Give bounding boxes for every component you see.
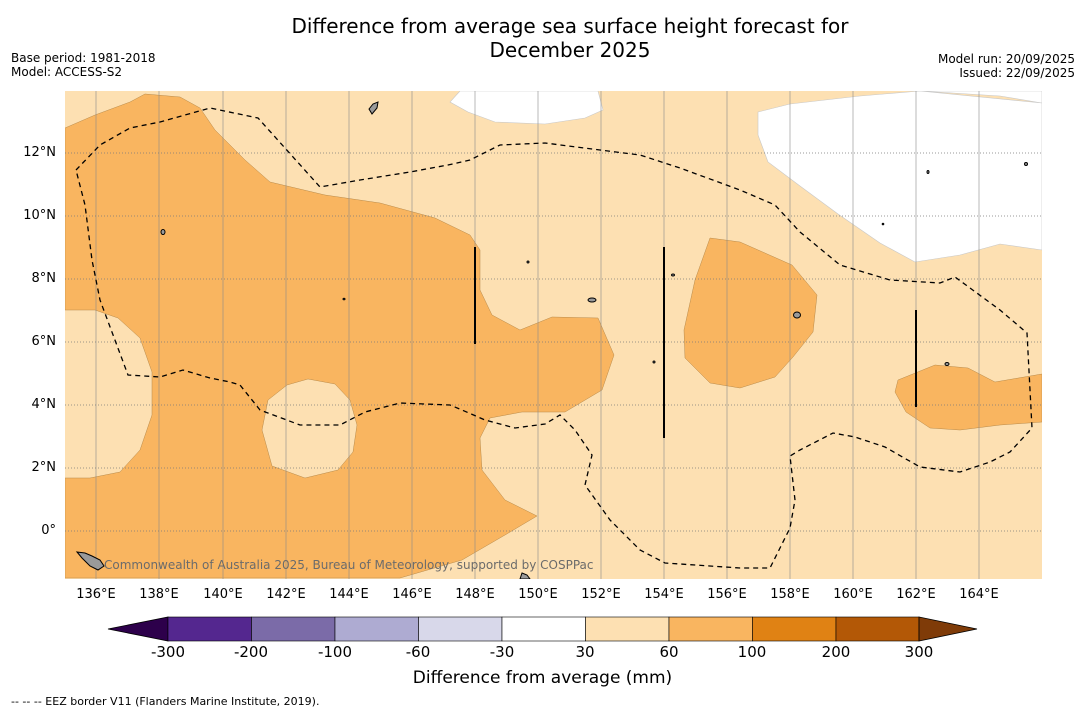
longitude-gridlines [95, 91, 980, 579]
lat-label-4n: 4°N [31, 397, 57, 412]
colorbar-bin-7 [668, 616, 753, 642]
lat-label-10n: 10°N [23, 208, 56, 223]
island-kosrae [944, 362, 950, 366]
island-atoll-7 [881, 222, 885, 226]
colorbar-bin-4 [418, 616, 503, 642]
metadata-right: Model run: 20/09/2025 Issued: 22/09/2025 [938, 52, 1075, 80]
islands [75, 101, 1028, 579]
colorbar-title: Difference from average (mm) [412, 668, 673, 688]
lon-label-136e: 136°E [76, 587, 116, 602]
colorbar-tick-100: 100 [737, 643, 767, 661]
colorbar-tick-minus300: -300 [150, 643, 186, 661]
lon-label-154e: 154°E [644, 587, 684, 602]
colorbar-bin-9 [835, 616, 920, 642]
island-atoll-3 [342, 297, 346, 301]
title-line-2: December 2025 [489, 38, 651, 62]
anomaly-near-average-northeast [757, 91, 1042, 263]
model-run-text: Model run: 20/09/2025 [937, 52, 1075, 66]
map-title: Difference from average sea surface heig… [200, 14, 940, 62]
island-atoll-2 [526, 260, 530, 264]
colorbar-tick-30: 30 [575, 643, 595, 661]
island-atoll-4 [652, 360, 656, 364]
island-atoll-1 [671, 273, 675, 277]
colorbar-bin-2 [251, 616, 336, 642]
lon-label-138e: 138°E [139, 587, 179, 602]
island-atoll-5 [926, 170, 930, 174]
eez-legend-footer: -- -- -- EEZ border V11 (Flanders Marine… [11, 695, 320, 708]
lon-label-140e: 140°E [203, 587, 243, 602]
colorbar-tick-300: 300 [904, 643, 934, 661]
island-atoll-6 [1024, 162, 1028, 166]
credit-text: Commonwealth of Australia 2025, Bureau o… [104, 558, 594, 572]
colorbar-over-arrow [918, 616, 978, 642]
island-new-guinea-north [75, 551, 105, 571]
lon-label-156e: 156°E [707, 587, 747, 602]
colorbar-under-arrow [107, 616, 169, 642]
base-period-text: Base period: 1981-2018 [11, 51, 156, 65]
colorbar-bin-6 [585, 616, 670, 642]
anomaly-30-60-island [261, 378, 358, 479]
lon-label-152e: 152°E [581, 587, 621, 602]
lat-label-2n: 2°N [31, 460, 57, 475]
colorbar-bin-5 [501, 616, 586, 642]
eez-border [75, 107, 1033, 569]
colorbar [107, 616, 978, 642]
anomaly-60-100-east [894, 364, 1042, 431]
island-palau-north [160, 229, 166, 235]
anomaly-60-100-central-east [683, 237, 818, 389]
colorbar-tick-200: 200 [821, 643, 851, 661]
title-line-1: Difference from average sea surface heig… [291, 14, 849, 38]
model-text: Model: ACCESS-S2 [11, 65, 123, 79]
lon-label-150e: 150°E [518, 587, 558, 602]
island-chuuk [587, 297, 597, 303]
anomaly-near-average-north [449, 91, 604, 125]
issued-text: Issued: 22/09/2025 [959, 66, 1075, 80]
lon-label-162e: 162°E [896, 587, 936, 602]
anomaly-60-100-west [65, 93, 615, 579]
lon-label-164e: 164°E [959, 587, 999, 602]
lon-label-160e: 160°E [833, 587, 873, 602]
lat-label-12n: 12°N [23, 145, 56, 160]
map-area [65, 91, 1042, 579]
metadata-left: Base period: 1981-2018 Model: ACCESS-S2 [11, 51, 156, 79]
colorbar-bin-8 [752, 616, 837, 642]
island-pohnpei [793, 311, 801, 319]
island-guam [368, 101, 379, 115]
colorbar-tick-60: 60 [659, 643, 679, 661]
lat-label-8n: 8°N [31, 271, 57, 286]
latitude-gridlines [65, 152, 1042, 532]
colorbar-bin-3 [334, 616, 419, 642]
colorbar-tick-minus100: -100 [317, 643, 353, 661]
lon-label-148e: 148°E [455, 587, 495, 602]
lat-label-0: 0° [41, 523, 56, 538]
colorbar-tick-minus60: -60 [405, 643, 431, 661]
colorbar-bin-1 [167, 616, 252, 642]
lon-label-146e: 146°E [392, 587, 432, 602]
colorbar-tick-minus30: -30 [489, 643, 515, 661]
lat-label-6n: 6°N [31, 334, 57, 349]
eez-meridian-segments [474, 247, 917, 438]
lon-label-142e: 142°E [266, 587, 306, 602]
colorbar-tick-minus200: -200 [233, 643, 269, 661]
lon-label-158e: 158°E [770, 587, 810, 602]
island-bougainville-tip [519, 572, 531, 579]
lon-label-144e: 144°E [329, 587, 369, 602]
